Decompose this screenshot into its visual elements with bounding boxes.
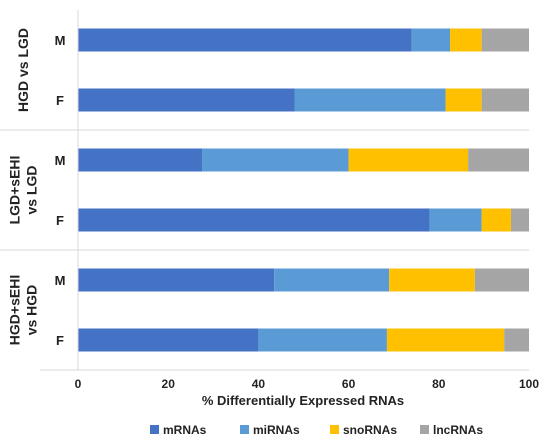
x-tick-label: 60 (342, 377, 356, 391)
bar-segment-lncrnas (474, 268, 529, 292)
bar-segment-mirnas (411, 28, 451, 52)
x-tick-label: 20 (162, 377, 176, 391)
group-label: HGD vs LGD (15, 28, 31, 112)
bar-segment-mirnas (202, 148, 349, 172)
bar-segment-mrnas (78, 208, 430, 232)
bar-segment-mirnas (258, 328, 387, 352)
bar-segment-mrnas (78, 148, 203, 172)
legend-swatch-lncrnas (420, 425, 429, 434)
bar-segment-mrnas (78, 28, 412, 52)
bar-segment-mirnas (274, 268, 390, 292)
group-label: HGD+sEHI (7, 275, 23, 345)
bar-segment-mrnas (78, 268, 275, 292)
row-label: M (55, 273, 66, 288)
row-label: M (55, 33, 66, 48)
x-tick-label: 80 (432, 377, 446, 391)
x-axis: 0 20 40 60 80 100 (40, 10, 539, 391)
bar-segment-snornas (386, 328, 505, 352)
row-label: M (55, 153, 66, 168)
y-axis-labels: HGD vs LGD M F LGD+sEHI vs LGD M F HGD+sEHI vs H… (7, 28, 66, 348)
group-label: vs HGD (24, 285, 40, 336)
bar-segment-mirnas (294, 88, 446, 112)
row-label: F (56, 93, 64, 108)
legend-swatch-mirnas (240, 425, 249, 434)
bar-segment-mrnas (78, 328, 259, 352)
legend-label: miRNAs (253, 423, 300, 437)
bars-layer (78, 28, 529, 352)
row-label: F (56, 333, 64, 348)
bar-segment-lncrnas (504, 328, 529, 352)
x-tick-label: 0 (75, 377, 82, 391)
legend-label: mRNAs (163, 423, 207, 437)
bar-segment-snornas (481, 208, 511, 232)
bar-segment-snornas (450, 28, 482, 52)
bar-segment-lncrnas (481, 28, 529, 52)
legend-swatch-snornas (330, 425, 339, 434)
bar-segment-lncrnas (510, 208, 529, 232)
x-tick-label: 100 (519, 377, 539, 391)
bar-segment-lncrnas (468, 148, 529, 172)
bar-segment-snornas (389, 268, 475, 292)
bar-segment-lncrnas (481, 88, 529, 112)
legend-label: snoRNAs (343, 423, 397, 437)
group-separators (0, 129, 529, 251)
group-label: vs LGD (24, 165, 40, 214)
bar-segment-mirnas (429, 208, 482, 232)
bar-segment-snornas (445, 88, 482, 112)
group-label: LGD+sEHI (7, 156, 23, 225)
legend-swatch-mrnas (150, 425, 159, 434)
bar-segment-snornas (348, 148, 469, 172)
legend-label: lncRNAs (433, 423, 483, 437)
row-label: F (56, 213, 64, 228)
x-axis-title: % Differentially Expressed RNAs (202, 393, 404, 408)
bar-segment-mrnas (78, 88, 295, 112)
x-tick-label: 40 (252, 377, 266, 391)
legend: mRNAs miRNAs snoRNAs lncRNAs (150, 423, 483, 437)
